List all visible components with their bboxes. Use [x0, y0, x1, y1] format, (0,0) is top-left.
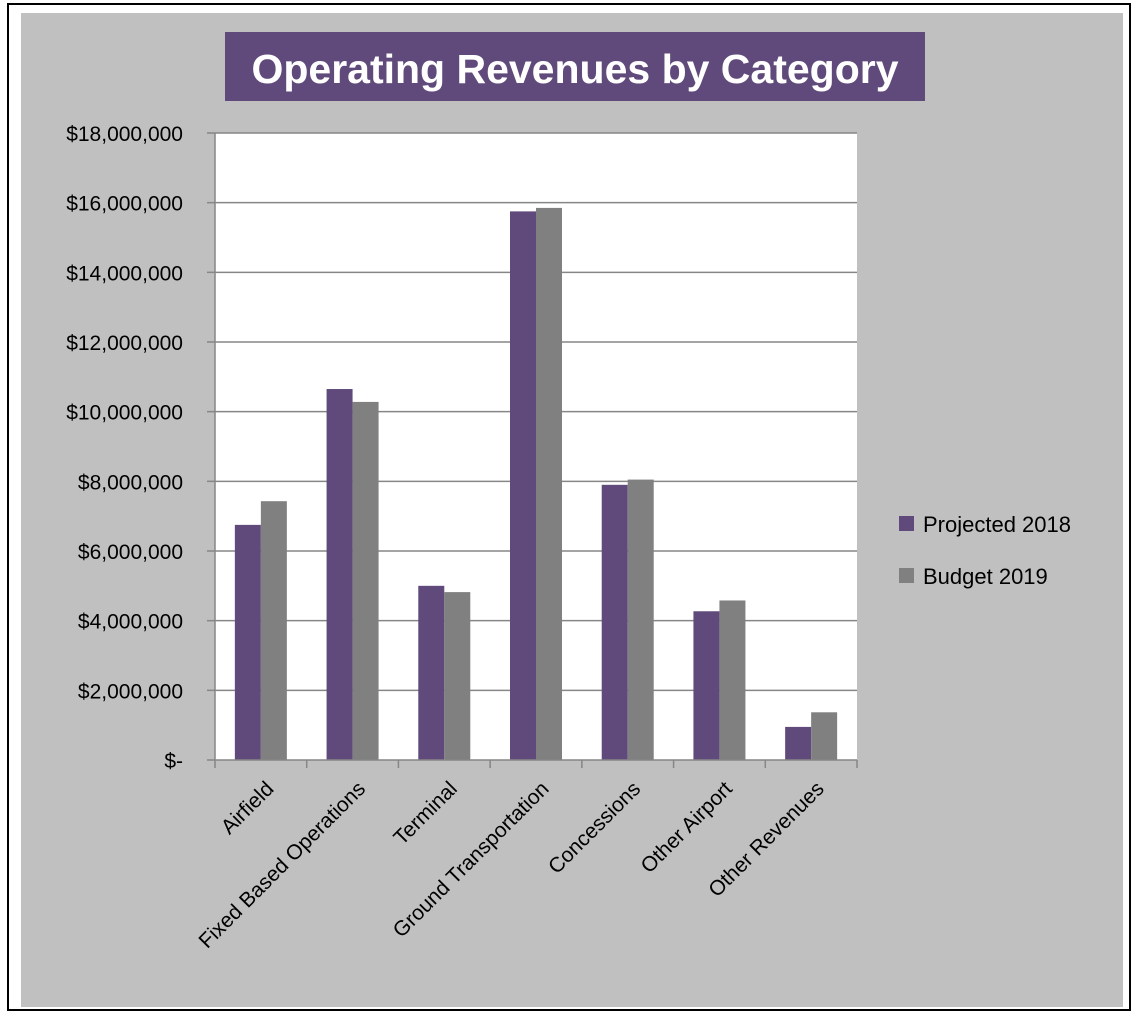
bar-projected-2018 — [693, 611, 719, 760]
y-tick-label: $16,000,000 — [66, 193, 183, 216]
y-tick-label: $4,000,000 — [78, 611, 183, 634]
chart-title: Operating Revenues by Category — [251, 46, 898, 92]
bar-projected-2018 — [602, 485, 628, 760]
bar-budget-2019 — [811, 712, 837, 760]
legend-swatch — [899, 568, 914, 583]
legend-label: Projected 2018 — [923, 512, 1071, 537]
y-tick-label: $2,000,000 — [78, 680, 183, 703]
y-tick-label: $18,000,000 — [66, 123, 183, 146]
bar-projected-2018 — [235, 525, 261, 760]
y-tick-label: $6,000,000 — [78, 541, 183, 564]
bar-budget-2019 — [536, 208, 562, 760]
y-tick-label: $14,000,000 — [66, 262, 183, 285]
legend-swatch — [899, 516, 914, 531]
bar-budget-2019 — [261, 501, 287, 760]
bar-budget-2019 — [444, 592, 470, 760]
chart-frame: Operating Revenues by Category $- $2,000,… — [7, 3, 1131, 1011]
y-tick-label: $8,000,000 — [78, 471, 183, 494]
bar-projected-2018 — [327, 389, 353, 760]
legend-label: Budget 2019 — [923, 564, 1048, 589]
bar-budget-2019 — [719, 600, 745, 760]
y-tick-label: $12,000,000 — [66, 332, 183, 355]
y-tick-label: $10,000,000 — [66, 402, 183, 425]
bar-projected-2018 — [510, 211, 536, 760]
bar-chart: Operating Revenues by Category $- $2,000,… — [9, 5, 1133, 1013]
bar-projected-2018 — [418, 586, 444, 760]
y-tick-label: $- — [164, 750, 183, 773]
bar-projected-2018 — [785, 727, 811, 760]
bar-budget-2019 — [353, 402, 379, 760]
bar-budget-2019 — [628, 480, 654, 760]
